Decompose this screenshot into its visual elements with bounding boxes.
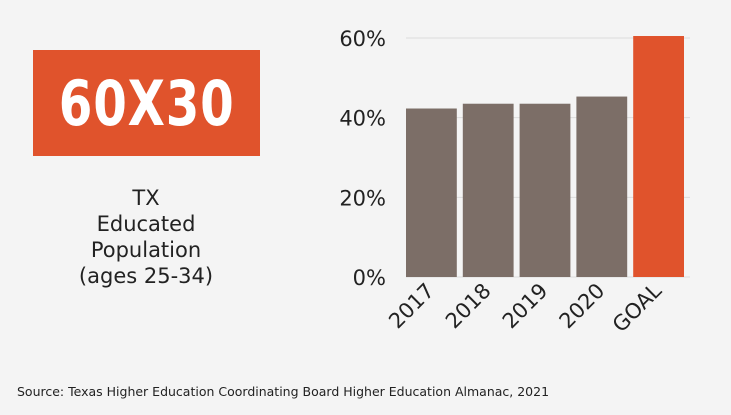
- x-tick-label: 2020: [555, 279, 610, 334]
- bar-2018: [462, 103, 514, 277]
- x-tick-label: 2017: [384, 279, 439, 334]
- source-note: Source: Texas Higher Education Coordinat…: [17, 384, 550, 399]
- caption-line-ages: (ages 25-34): [78, 264, 214, 288]
- caption: TX Educated Population (ages 25-34): [40, 185, 252, 289]
- x-tick-label: GOAL: [608, 278, 667, 337]
- y-tick-label: 40%: [339, 107, 386, 131]
- x-tick-label: 2018: [441, 279, 496, 334]
- caption-line-educated: Educated: [96, 212, 196, 236]
- y-tick-label: 60%: [339, 27, 386, 51]
- x-tick-label: 2019: [498, 279, 553, 334]
- bar-goal: [633, 36, 684, 278]
- bars: [406, 36, 684, 278]
- bar-2019: [519, 103, 571, 277]
- caption-line-population: Population: [90, 238, 202, 262]
- badge-60x30: 60X30: [33, 50, 260, 156]
- y-tick-label: 20%: [339, 186, 386, 210]
- y-tick-label: 0%: [353, 266, 386, 290]
- y-axis-tick-labels: 0% 20% 40% 60%: [339, 27, 386, 290]
- bar-2017: [406, 108, 457, 277]
- badge-text: 60X30: [58, 66, 235, 140]
- caption-line-state: TX: [132, 186, 160, 210]
- bar-2020: [576, 96, 628, 278]
